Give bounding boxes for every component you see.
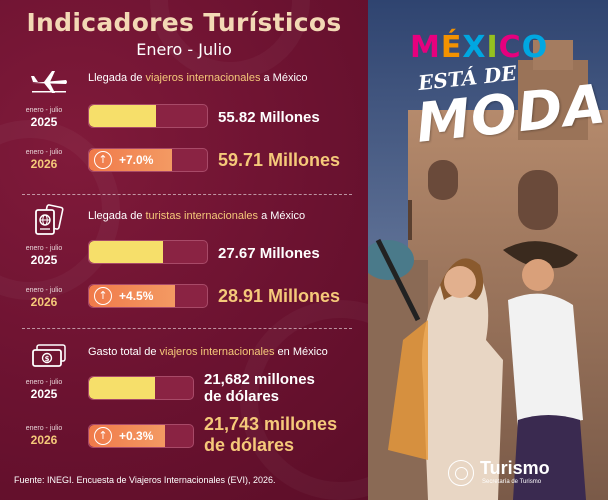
period-label-2026: enero - julio 2026 — [25, 425, 63, 447]
divider — [22, 194, 352, 195]
value-2026: 21,743 millones de dólares — [204, 414, 338, 455]
page-subtitle: Enero - Julio — [136, 40, 232, 59]
change-percent: +0.3% — [119, 429, 154, 443]
money-icon: $ — [28, 340, 70, 372]
section-header: Llegada de turistas internacionales a Mé… — [24, 204, 364, 236]
brand-letter: O — [521, 30, 549, 65]
section-header: $ Gasto total de viajeros internacionale… — [24, 340, 364, 372]
section-total-spending: $ Gasto total de viajeros internacionale… — [0, 340, 368, 470]
bar-fill — [89, 377, 155, 399]
church-photo-illustration — [368, 0, 608, 500]
bar-fill — [89, 105, 157, 127]
bar-2025 — [88, 376, 194, 400]
passport-icon — [28, 204, 70, 236]
brand-letter: X — [462, 30, 487, 65]
section-header: Llegada de viajeros internacionales a Mé… — [24, 66, 364, 98]
value-2025: 55.82 Millones — [218, 109, 320, 126]
brand-letter: É — [440, 30, 463, 65]
period-label-2025: enero - julio 2025 — [25, 379, 63, 401]
divider — [22, 328, 352, 329]
svg-text:$: $ — [45, 355, 50, 363]
mexico-brand-logo: MÉXICO — [410, 30, 548, 65]
period-label-2026: enero - julio 2026 — [25, 287, 63, 309]
source-footnote: Fuente: INEGI. Encuesta de Viajeros Inte… — [14, 475, 276, 485]
brand-letter: I — [486, 30, 499, 65]
page-title: Indicadores Turísticos — [26, 8, 342, 37]
bar-2025 — [88, 104, 208, 128]
section-description: Gasto total de viajeros internacionales … — [88, 346, 328, 358]
airplane-icon — [28, 66, 70, 98]
bar-2026: ↑ +4.5% — [88, 284, 208, 308]
period-label-2025: enero - julio 2025 — [25, 107, 63, 129]
promo-photo-panel: MÉXICO ESTÁ DE MODA Turismo Secretaría d… — [368, 0, 608, 500]
government-seal-icon — [448, 460, 474, 486]
arrow-up-icon: ↑ — [94, 287, 112, 305]
change-percent: +7.0% — [119, 153, 154, 167]
section-international-travelers: Llegada de viajeros internacionales a Mé… — [0, 66, 368, 186]
brand-letter: C — [498, 30, 522, 65]
bar-2026: ↑ +7.0% — [88, 148, 208, 172]
bar-2025 — [88, 240, 208, 264]
turismo-logo: Turismo Secretaría de Turismo — [448, 458, 598, 490]
change-percent: +4.5% — [119, 289, 154, 303]
bar-2026: ↑ +0.3% — [88, 424, 194, 448]
section-international-tourists: Llegada de turistas internacionales a Mé… — [0, 204, 368, 324]
period-label-2025: enero - julio 2025 — [25, 245, 63, 267]
period-label-2026: enero - julio 2026 — [25, 149, 63, 171]
value-2026: 59.71 Millones — [218, 150, 341, 170]
arrow-up-icon: ↑ — [94, 151, 112, 169]
section-description: Llegada de viajeros internacionales a Mé… — [88, 72, 308, 84]
arrow-up-icon: ↑ — [94, 427, 112, 445]
value-2025: 27.67 Millones — [218, 245, 320, 262]
value-2025: 21,682 millones de dólares — [204, 371, 315, 405]
bar-fill — [89, 241, 164, 263]
brand-letter: M — [410, 30, 441, 65]
value-2026: 28.91 Millones — [218, 286, 341, 306]
section-description: Llegada de turistas internacionales a Mé… — [88, 210, 306, 222]
indicators-panel: Indicadores Turísticos Enero - Julio Lle… — [0, 0, 368, 500]
